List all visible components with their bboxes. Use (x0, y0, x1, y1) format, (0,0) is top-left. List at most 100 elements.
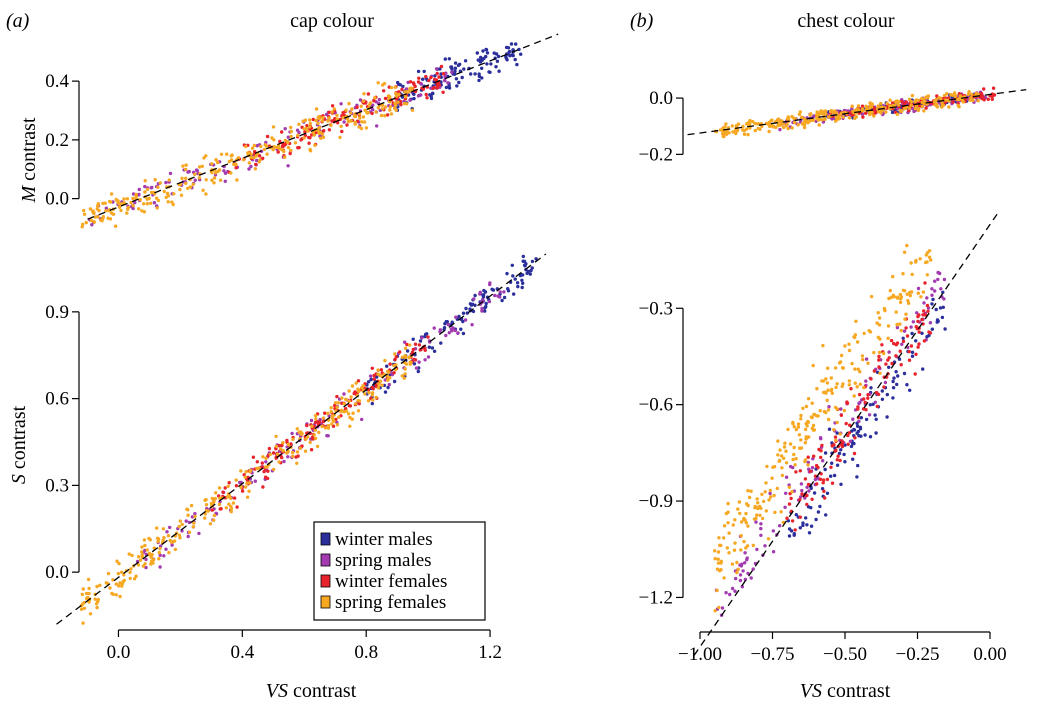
point (455, 84, 459, 88)
point (905, 243, 909, 248)
point (369, 377, 373, 382)
point (794, 457, 798, 461)
point (142, 538, 147, 542)
point (363, 392, 367, 396)
point (826, 366, 830, 370)
point (80, 592, 85, 597)
point (730, 124, 734, 128)
point (746, 524, 750, 528)
point (158, 181, 162, 185)
point (735, 560, 739, 565)
point (509, 42, 514, 46)
point (759, 533, 763, 537)
point (480, 58, 484, 62)
point (848, 423, 852, 427)
legend-frame (313, 521, 486, 621)
point (832, 443, 836, 447)
point (335, 117, 339, 121)
point (421, 87, 426, 91)
point (872, 108, 876, 113)
point (521, 254, 525, 259)
point (321, 416, 326, 420)
point (271, 147, 275, 152)
legend-item-spring-females: spring females (320, 592, 446, 613)
point (186, 513, 190, 517)
point (521, 259, 525, 263)
point (412, 82, 416, 86)
point (86, 577, 91, 582)
point (311, 117, 315, 122)
point (88, 207, 93, 211)
x-tick-label-a-bottom: 1.2 (478, 642, 502, 663)
point (797, 433, 802, 437)
point (231, 501, 236, 505)
point (768, 491, 772, 496)
point (184, 167, 188, 172)
point (249, 155, 253, 160)
point (855, 431, 859, 435)
point (317, 116, 321, 121)
point (753, 504, 757, 509)
point (744, 521, 748, 525)
point (341, 116, 346, 120)
point (824, 513, 828, 517)
point (173, 547, 178, 552)
point (520, 278, 524, 282)
point (217, 502, 222, 507)
point (245, 481, 249, 485)
point (820, 443, 824, 448)
point (321, 419, 326, 424)
point (925, 303, 930, 308)
point (389, 112, 394, 116)
point (882, 351, 886, 356)
point (813, 477, 818, 482)
point (156, 537, 161, 541)
point (525, 271, 529, 275)
point (812, 491, 817, 495)
point (477, 78, 481, 83)
point (790, 126, 794, 130)
point (829, 388, 833, 393)
point (841, 382, 845, 386)
point (894, 354, 898, 358)
point (130, 553, 134, 558)
point (899, 363, 903, 367)
point (485, 62, 489, 66)
point (776, 453, 780, 457)
point (137, 192, 141, 197)
point (162, 554, 166, 558)
point (257, 154, 262, 158)
point (924, 253, 928, 257)
point (116, 199, 120, 203)
point (902, 289, 907, 293)
point (178, 187, 182, 192)
point (437, 75, 441, 79)
point (326, 434, 330, 438)
point (877, 316, 882, 320)
point (920, 100, 924, 105)
point (904, 100, 909, 104)
point (842, 452, 846, 457)
point (370, 391, 375, 395)
point (929, 258, 933, 262)
point (118, 581, 122, 585)
point (847, 379, 852, 383)
point (178, 519, 182, 523)
legend-item-winter-females: winter females (320, 571, 447, 592)
point (394, 94, 399, 98)
point (829, 474, 833, 478)
point (807, 531, 812, 535)
point (432, 326, 436, 330)
point (790, 490, 794, 494)
point (187, 520, 192, 525)
point (416, 94, 421, 98)
point (842, 408, 847, 413)
point (926, 309, 930, 313)
point (277, 460, 281, 464)
legend-swatch-spring-males (320, 553, 331, 567)
point (143, 179, 147, 183)
point (410, 350, 415, 355)
point (111, 592, 115, 596)
plot-cap-s-contrast: 0.0 0.3 0.6 0.9 0.0 0.4 0.8 1.2 (45, 253, 547, 663)
point (747, 495, 752, 500)
